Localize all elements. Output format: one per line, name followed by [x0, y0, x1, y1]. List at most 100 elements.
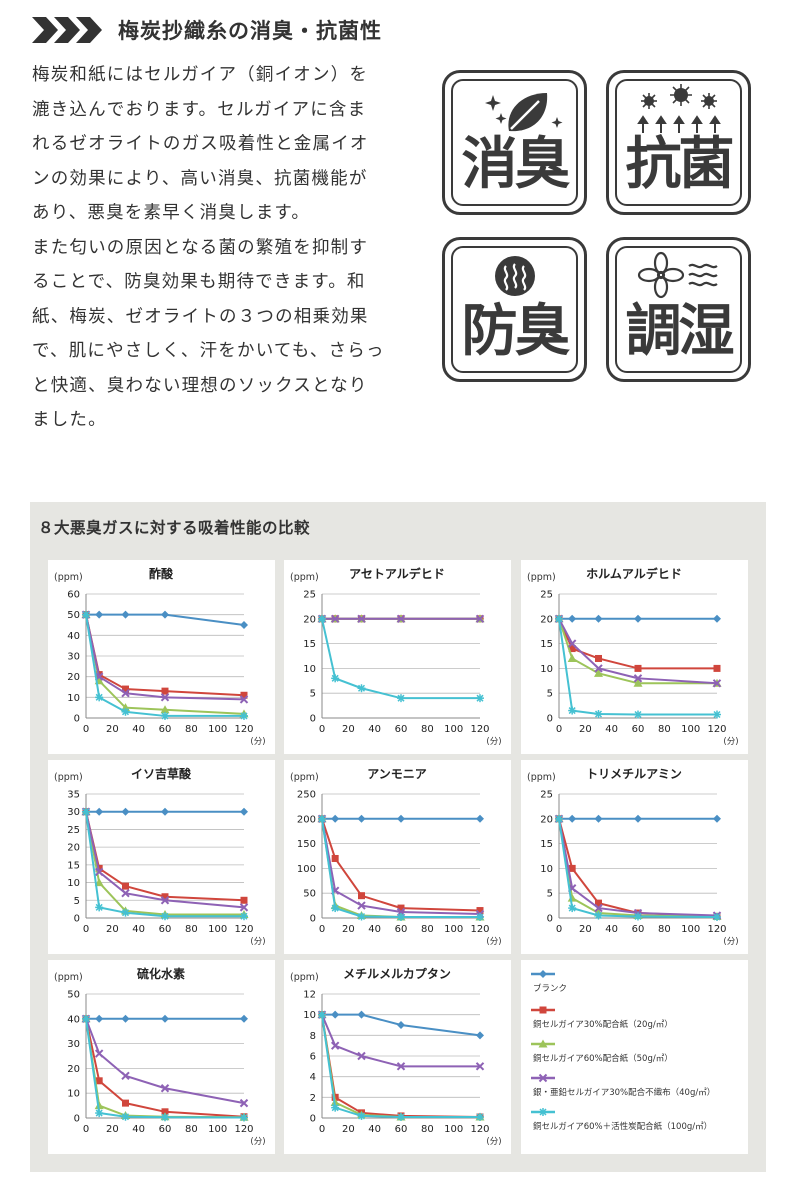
- x-tick-label: 120: [234, 724, 253, 735]
- x-tick-label: 100: [208, 924, 227, 935]
- x-tick-label: 0: [83, 724, 89, 735]
- data-point-blank: [240, 621, 248, 629]
- chart-5: トリメチルアミン (ppm) 0 5 10 15 20 25 0 20 40 60 80 100 120 (分…: [521, 760, 748, 954]
- description-line: ました。: [32, 410, 107, 430]
- x-tick-label: 20: [106, 724, 119, 735]
- y-axis-unit: (ppm): [527, 772, 556, 783]
- y-tick-label: 35: [67, 790, 80, 801]
- x-tick-label: 80: [421, 1124, 434, 1135]
- data-point-blank: [568, 814, 577, 823]
- data-point-silver30: [357, 901, 366, 910]
- legend-marker-copper60: [538, 1039, 548, 1048]
- data-point-blank: [594, 614, 603, 623]
- data-point-copper30: [240, 896, 248, 904]
- data-point-carbon60: [95, 693, 104, 702]
- y-tick-label: 0: [310, 714, 316, 725]
- data-point-blank: [161, 807, 169, 816]
- x-tick-label: 100: [444, 724, 463, 735]
- data-point-carbon60: [594, 911, 603, 920]
- data-point-carbon60: [634, 710, 642, 719]
- data-point-carbon60: [82, 807, 90, 816]
- data-point-copper30: [95, 1077, 103, 1085]
- x-tick-label: 40: [132, 724, 145, 735]
- x-axis-unit: (分): [250, 1137, 265, 1147]
- data-point-copper30: [568, 645, 576, 653]
- y-tick-label: 15: [303, 639, 316, 650]
- series-line-carbon60: [85, 614, 244, 717]
- data-point-carbon60: [240, 711, 248, 720]
- data-point-carbon60: [240, 912, 248, 921]
- data-point-copper30: [122, 685, 129, 693]
- y-tick-label: 20: [540, 814, 553, 825]
- y-tick-label: 2: [310, 1093, 316, 1104]
- data-point-blank: [95, 807, 104, 816]
- y-tick-label: 200: [297, 814, 316, 825]
- x-tick-label: 0: [83, 924, 89, 935]
- x-tick-label: 80: [421, 724, 434, 735]
- data-point-copper60: [567, 893, 577, 902]
- x-tick-label: 60: [395, 724, 408, 735]
- data-point-carbon60: [476, 1112, 484, 1121]
- x-tick-label: 0: [83, 1124, 89, 1135]
- chart-legend: ブランク 銅セルガイア30%配合紙（20g/㎡） 銅セルガイア60%配合紙（50g/…: [521, 960, 748, 1154]
- data-point-silver30: [121, 1071, 130, 1081]
- y-axis-unit: (ppm): [54, 572, 83, 583]
- data-point-carbon60: [357, 912, 366, 921]
- y-tick-label: 4: [310, 1072, 316, 1083]
- data-point-silver30: [396, 614, 406, 624]
- y-tick-label: 20: [67, 843, 80, 854]
- x-tick-label: 40: [368, 724, 381, 735]
- section-header: 梅炭抄織糸の消臭・抗菌性: [32, 14, 382, 46]
- data-point-blank: [161, 1014, 169, 1023]
- data-point-silver30: [160, 693, 170, 702]
- badge-label: 消臭: [461, 132, 571, 197]
- x-tick-label: 40: [132, 1124, 145, 1135]
- data-point-copper30: [161, 893, 169, 901]
- x-tick-label: 120: [707, 924, 726, 935]
- data-point-copper30: [713, 664, 721, 672]
- data-point-blank: [95, 1014, 104, 1023]
- legend-label-copper30: 銅セルガイア30%配合紙（20g/㎡）: [533, 1020, 673, 1030]
- x-tick-label: 60: [159, 724, 172, 735]
- data-point-silver30: [712, 679, 722, 688]
- data-point-blank: [357, 814, 366, 823]
- x-tick-label: 100: [681, 724, 700, 735]
- chart-title: トリメチルアミン: [586, 767, 682, 781]
- data-point-carbon60: [318, 1010, 326, 1019]
- y-tick-label: 0: [74, 1114, 80, 1125]
- series-line-copper60: [321, 818, 480, 919]
- x-tick-label: 60: [159, 1124, 172, 1135]
- data-point-silver30: [594, 664, 603, 673]
- chart-title: メチルメルカプタン: [343, 966, 451, 981]
- fan-waves-icon: [637, 251, 718, 299]
- data-point-carbon60: [397, 694, 405, 703]
- data-point-copper30: [568, 864, 576, 872]
- data-point-silver30: [357, 1051, 366, 1061]
- description-line: また匂いの原因となる菌の繁殖を抑制す: [32, 237, 369, 258]
- data-point-carbon60: [357, 684, 366, 693]
- series-line-silver30: [85, 614, 245, 701]
- y-tick-label: 50: [67, 610, 80, 621]
- data-point-copper30: [240, 691, 248, 699]
- x-axis-unit: (分): [486, 1137, 501, 1147]
- x-tick-label: 120: [707, 724, 726, 735]
- leaf-sparkle-icon: [485, 93, 563, 132]
- y-tick-label: 0: [74, 914, 80, 925]
- description-line: れるゼオライトのガス吸着性と金属イオ: [32, 134, 369, 154]
- x-tick-label: 80: [185, 724, 198, 735]
- y-tick-label: 10: [67, 1089, 80, 1100]
- x-tick-label: 0: [556, 724, 562, 735]
- x-tick-label: 120: [234, 1124, 253, 1135]
- chart-4: アンモニア (ppm) 0 50 100 150 200 250 0 20 40 60 80 100 120…: [284, 760, 511, 954]
- y-tick-label: 60: [67, 590, 80, 601]
- x-tick-label: 40: [132, 924, 145, 935]
- y-tick-label: 25: [540, 590, 553, 601]
- y-tick-label: 30: [67, 1039, 80, 1050]
- x-tick-label: 20: [106, 924, 119, 935]
- data-point-carbon60: [634, 912, 642, 921]
- y-axis-unit: (ppm): [527, 572, 556, 583]
- legend-marker-carbon60: [539, 1108, 547, 1116]
- data-point-carbon60: [555, 614, 563, 623]
- x-axis-unit: (分): [723, 737, 738, 747]
